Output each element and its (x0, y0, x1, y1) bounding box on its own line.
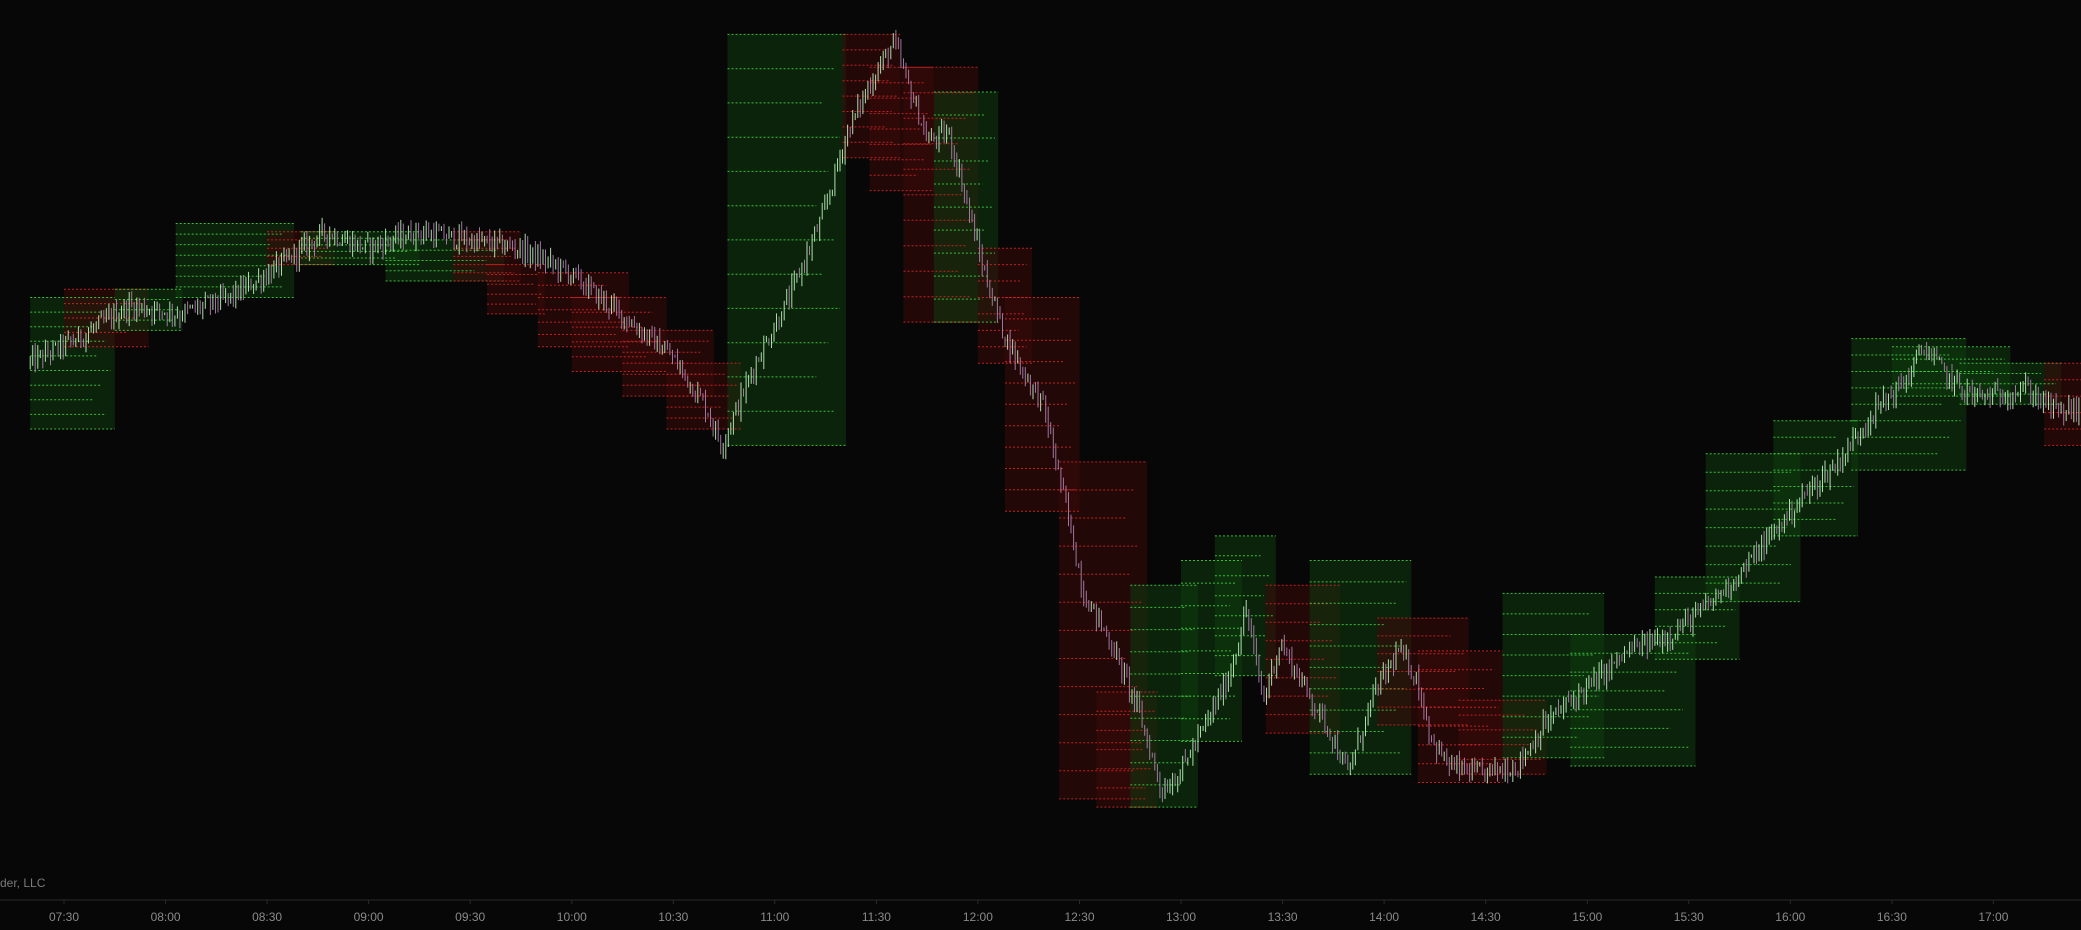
time-axis-label: 09:30 (455, 910, 485, 924)
profile-boxes-layer (30, 34, 2081, 808)
time-axis-label: 08:30 (252, 910, 282, 924)
copyright-watermark: der, LLC (0, 876, 46, 890)
time-axis-label: 15:30 (1674, 910, 1704, 924)
candles-layer (29, 29, 2080, 803)
time-axis-label: 07:30 (49, 910, 79, 924)
time-axis-label: 13:30 (1268, 910, 1298, 924)
time-axis-label: 12:00 (963, 910, 993, 924)
time-axis: 07:30 08:00 08:30 09:00 09:30 10:00 10:30 11:00… (0, 899, 2081, 924)
profile-box-bear (2044, 363, 2081, 446)
time-axis-label: 13:00 (1166, 910, 1196, 924)
profile-box-bear (487, 264, 545, 314)
time-axis-label: 12:30 (1064, 910, 1094, 924)
time-axis-label: 16:00 (1775, 910, 1805, 924)
profile-box-bull (1773, 420, 1858, 536)
time-axis-label: 17:00 (1978, 910, 2008, 924)
time-axis-label: 16:30 (1877, 910, 1907, 924)
time-axis-label: 11:00 (760, 910, 789, 924)
profile-levels-layer (30, 33, 2081, 808)
profile-box-bull (727, 34, 846, 446)
time-axis-label: 08:00 (151, 910, 181, 924)
time-axis-label: 10:30 (658, 910, 688, 924)
time-axis-label: 14:30 (1471, 910, 1501, 924)
time-axis-label: 10:00 (557, 910, 587, 924)
time-axis-label: 09:00 (354, 910, 384, 924)
time-axis-label: 14:00 (1369, 910, 1399, 924)
time-axis-label: 11:30 (862, 910, 891, 924)
time-axis-label: 15:00 (1572, 910, 1602, 924)
